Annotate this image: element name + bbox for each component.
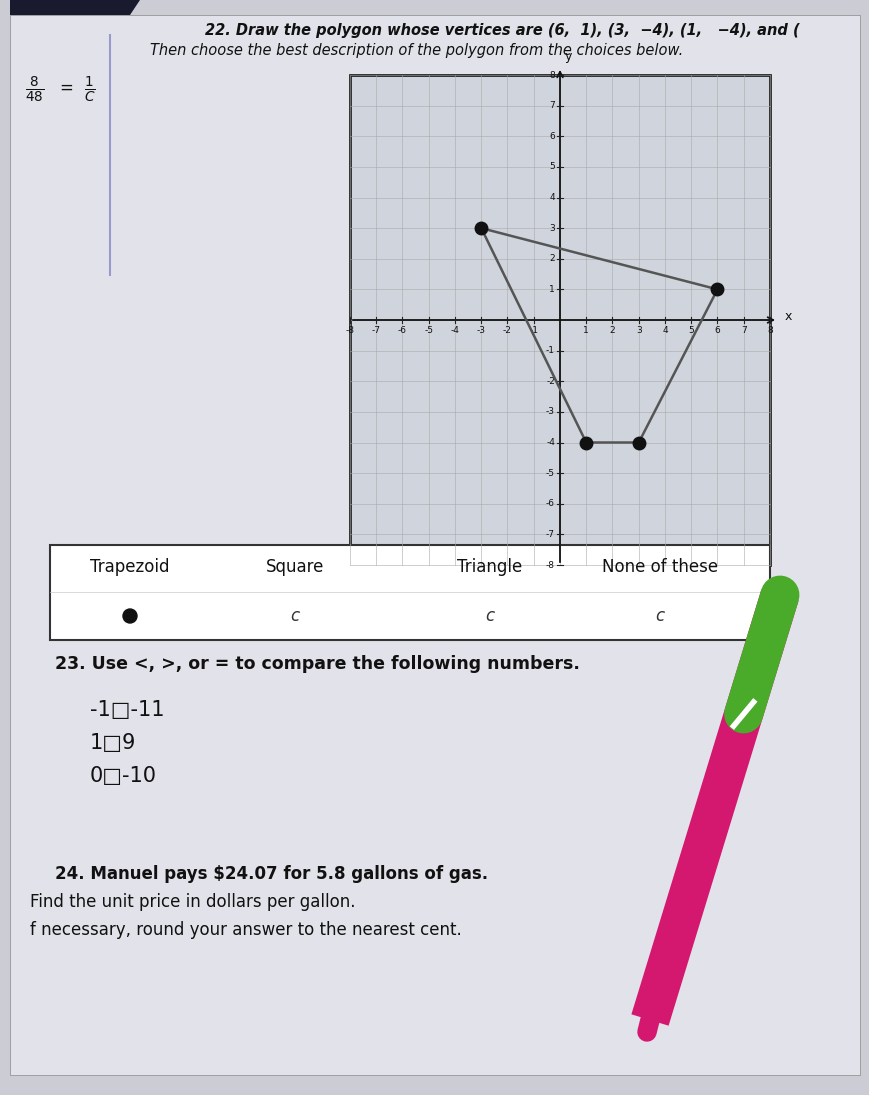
Text: -1: -1 — [528, 326, 538, 335]
Bar — [349, 74, 769, 565]
Text: $=$: $=$ — [56, 78, 74, 96]
Text: 4: 4 — [661, 326, 667, 335]
Text: -8: -8 — [345, 326, 354, 335]
Text: -2: -2 — [546, 377, 554, 385]
FancyBboxPatch shape — [10, 15, 859, 1075]
Text: 2: 2 — [548, 254, 554, 263]
Text: 8: 8 — [548, 70, 554, 80]
Text: 5: 5 — [548, 162, 554, 172]
Text: 3: 3 — [548, 223, 554, 232]
Text: 1□9: 1□9 — [90, 733, 136, 753]
Text: -1: -1 — [546, 346, 554, 355]
Text: -5: -5 — [424, 326, 433, 335]
Text: 6: 6 — [713, 326, 720, 335]
Text: -7: -7 — [371, 326, 381, 335]
Text: Trapezoid: Trapezoid — [90, 558, 169, 576]
Text: 1: 1 — [583, 326, 588, 335]
Text: None of these: None of these — [601, 558, 717, 576]
Text: -4: -4 — [546, 438, 554, 447]
Text: c: c — [485, 607, 494, 625]
Text: 22. Draw the polygon whose vertices are (6,  1), (3,  −4), (1,   −4), and (: 22. Draw the polygon whose vertices are … — [205, 23, 799, 38]
Text: 7: 7 — [740, 326, 746, 335]
Text: x: x — [784, 310, 791, 323]
Text: $\frac{1}{C}$: $\frac{1}{C}$ — [84, 74, 96, 105]
Text: -3: -3 — [546, 407, 554, 416]
Text: 5: 5 — [687, 326, 693, 335]
Text: f necessary, round your answer to the nearest cent.: f necessary, round your answer to the ne… — [30, 921, 461, 940]
Text: Then choose the best description of the polygon from the choices below.: Then choose the best description of the … — [149, 43, 682, 58]
Bar — [50, 545, 769, 639]
Text: 4: 4 — [548, 193, 554, 201]
Text: 0□-10: 0□-10 — [90, 766, 156, 786]
Text: -2: -2 — [502, 326, 511, 335]
Text: 23. Use <, >, or = to compare the following numbers.: 23. Use <, >, or = to compare the follow… — [55, 655, 580, 673]
Text: -4: -4 — [450, 326, 459, 335]
Text: c: c — [290, 607, 299, 625]
Text: c: c — [654, 607, 664, 625]
Text: 2: 2 — [609, 326, 614, 335]
Text: Square: Square — [266, 558, 324, 576]
Text: 3: 3 — [635, 326, 641, 335]
Text: 24. Manuel pays $24.07 for 5.8 gallons of gas.: 24. Manuel pays $24.07 for 5.8 gallons o… — [55, 865, 488, 883]
Text: y: y — [564, 50, 571, 64]
Text: -6: -6 — [546, 499, 554, 508]
Text: Find the unit price in dollars per gallon.: Find the unit price in dollars per gallo… — [30, 894, 355, 911]
Polygon shape — [10, 0, 140, 15]
Text: 8: 8 — [766, 326, 772, 335]
Circle shape — [123, 609, 136, 623]
Text: -8: -8 — [546, 561, 554, 569]
Text: Triangle: Triangle — [457, 558, 522, 576]
Text: -5: -5 — [546, 469, 554, 477]
Text: -1□-11: -1□-11 — [90, 700, 164, 721]
Text: $\frac{8}{48}$: $\frac{8}{48}$ — [25, 74, 44, 105]
Text: -3: -3 — [476, 326, 485, 335]
Text: 1: 1 — [548, 285, 554, 293]
Text: 7: 7 — [548, 101, 554, 111]
Text: 6: 6 — [548, 131, 554, 141]
Text: -6: -6 — [397, 326, 407, 335]
Text: -7: -7 — [546, 530, 554, 539]
